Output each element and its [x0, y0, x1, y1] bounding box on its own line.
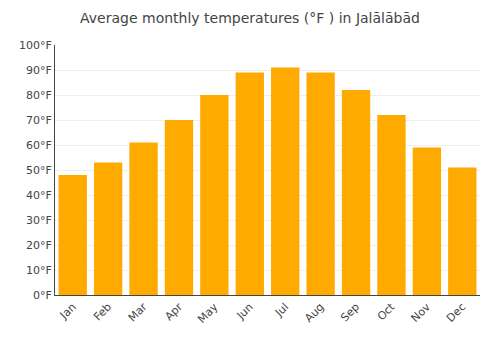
svg-text:Aug: Aug [302, 301, 326, 325]
svg-text:90°F: 90°F [26, 64, 52, 77]
svg-text:Jul: Jul [272, 301, 291, 320]
svg-text:80°F: 80°F [26, 89, 52, 102]
svg-text:10°F: 10°F [26, 264, 52, 277]
svg-text:40°F: 40°F [26, 189, 52, 202]
svg-text:Feb: Feb [91, 301, 114, 324]
svg-text:Average monthly temperatures (: Average monthly temperatures (°F ) in Ja… [80, 10, 420, 26]
svg-text:60°F: 60°F [26, 139, 52, 152]
svg-text:50°F: 50°F [26, 164, 52, 177]
svg-text:Nov: Nov [409, 300, 434, 325]
svg-text:70°F: 70°F [26, 114, 52, 127]
svg-text:Jun: Jun [234, 300, 256, 322]
svg-text:Oct: Oct [375, 300, 398, 323]
svg-text:Apr: Apr [162, 300, 185, 323]
svg-text:Dec: Dec [444, 301, 468, 325]
svg-text:Jan: Jan [57, 301, 79, 323]
svg-text:100°F: 100°F [19, 39, 52, 52]
svg-text:Sep: Sep [338, 301, 362, 325]
svg-text:May: May [195, 300, 221, 326]
svg-text:30°F: 30°F [26, 214, 52, 227]
svg-text:Mar: Mar [126, 300, 150, 324]
svg-text:20°F: 20°F [26, 239, 52, 252]
svg-text:0°F: 0°F [33, 289, 52, 302]
